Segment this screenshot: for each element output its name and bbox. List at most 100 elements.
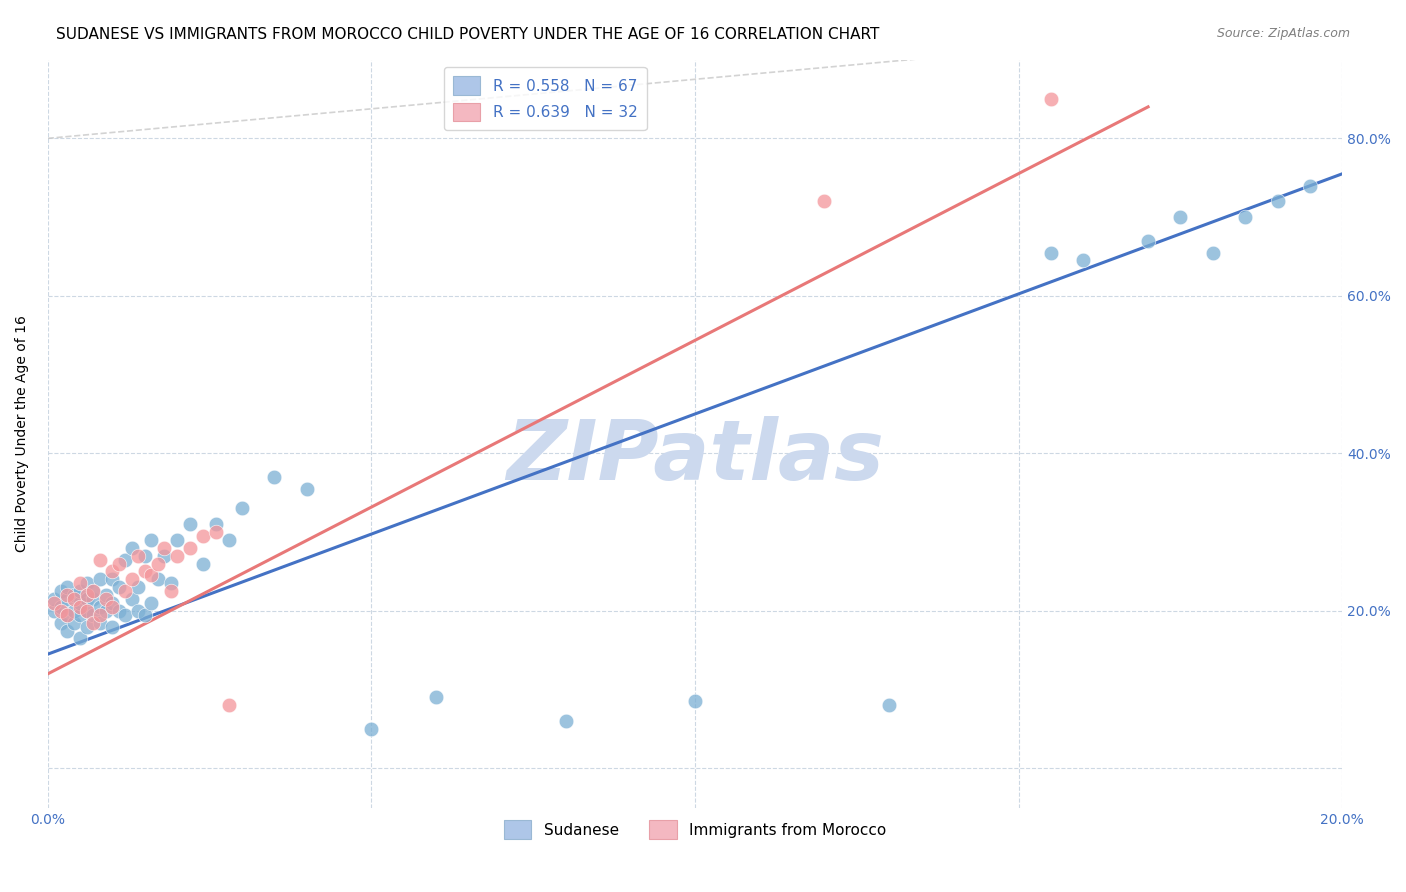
Point <box>1040 92 1063 106</box>
Point <box>134 565 156 579</box>
Point <box>69 596 91 610</box>
Point <box>1202 245 1225 260</box>
Point <box>121 592 143 607</box>
Point <box>1234 210 1257 224</box>
Point <box>49 599 72 614</box>
Point <box>153 541 176 555</box>
Point <box>813 194 835 209</box>
Point <box>295 482 318 496</box>
Point <box>56 592 79 607</box>
Point <box>56 607 79 622</box>
Point <box>44 592 66 607</box>
Point <box>191 529 214 543</box>
Point <box>69 632 91 646</box>
Point <box>108 580 131 594</box>
Text: SUDANESE VS IMMIGRANTS FROM MOROCCO CHILD POVERTY UNDER THE AGE OF 16 CORRELATIO: SUDANESE VS IMMIGRANTS FROM MOROCCO CHIL… <box>56 27 880 42</box>
Point <box>134 549 156 563</box>
Point <box>1267 194 1289 209</box>
Point <box>56 580 79 594</box>
Point <box>1299 178 1322 193</box>
Point <box>94 588 117 602</box>
Point <box>62 615 84 630</box>
Point <box>82 584 104 599</box>
Point <box>89 607 111 622</box>
Point <box>683 694 706 708</box>
Point <box>49 604 72 618</box>
Point <box>114 584 136 599</box>
Point <box>877 698 900 713</box>
Point <box>114 607 136 622</box>
Point <box>101 599 124 614</box>
Point <box>76 592 98 607</box>
Point <box>1170 210 1192 224</box>
Point <box>69 584 91 599</box>
Point <box>121 573 143 587</box>
Point <box>127 549 149 563</box>
Point <box>554 714 576 728</box>
Point <box>179 517 201 532</box>
Point <box>44 596 66 610</box>
Point <box>89 615 111 630</box>
Point <box>94 604 117 618</box>
Point <box>179 541 201 555</box>
Point <box>89 552 111 566</box>
Point <box>360 722 382 736</box>
Point <box>141 596 163 610</box>
Point <box>69 599 91 614</box>
Point <box>89 599 111 614</box>
Point <box>101 596 124 610</box>
Point <box>82 607 104 622</box>
Point <box>191 557 214 571</box>
Point <box>89 573 111 587</box>
Point <box>56 607 79 622</box>
Text: ZIPatlas: ZIPatlas <box>506 416 884 497</box>
Point <box>153 549 176 563</box>
Point <box>166 549 188 563</box>
Point <box>159 576 181 591</box>
Point <box>62 592 84 607</box>
Point <box>141 568 163 582</box>
Point <box>1040 245 1063 260</box>
Point <box>127 604 149 618</box>
Point <box>146 573 169 587</box>
Point <box>76 576 98 591</box>
Point <box>44 604 66 618</box>
Point <box>134 607 156 622</box>
Point <box>127 580 149 594</box>
Point <box>76 588 98 602</box>
Point <box>205 517 228 532</box>
Point <box>62 588 84 602</box>
Point <box>218 698 240 713</box>
Point <box>101 573 124 587</box>
Point <box>263 470 285 484</box>
Text: Source: ZipAtlas.com: Source: ZipAtlas.com <box>1216 27 1350 40</box>
Point <box>56 624 79 638</box>
Point <box>231 501 253 516</box>
Point <box>76 619 98 633</box>
Point <box>94 592 117 607</box>
Point <box>82 615 104 630</box>
Point <box>146 557 169 571</box>
Point <box>108 557 131 571</box>
Point <box>76 604 98 618</box>
Point <box>121 541 143 555</box>
Point <box>101 565 124 579</box>
Point <box>141 533 163 547</box>
Point <box>49 615 72 630</box>
Point <box>101 619 124 633</box>
Point <box>166 533 188 547</box>
Point <box>82 584 104 599</box>
Point <box>108 604 131 618</box>
Point <box>56 588 79 602</box>
Legend: Sudanese, Immigrants from Morocco: Sudanese, Immigrants from Morocco <box>498 814 893 845</box>
Point <box>69 607 91 622</box>
Point <box>205 525 228 540</box>
Point <box>76 604 98 618</box>
Point <box>1137 234 1160 248</box>
Point <box>1073 253 1095 268</box>
Point <box>82 592 104 607</box>
Point <box>114 552 136 566</box>
Y-axis label: Child Poverty Under the Age of 16: Child Poverty Under the Age of 16 <box>15 315 30 552</box>
Point <box>425 690 447 705</box>
Point <box>218 533 240 547</box>
